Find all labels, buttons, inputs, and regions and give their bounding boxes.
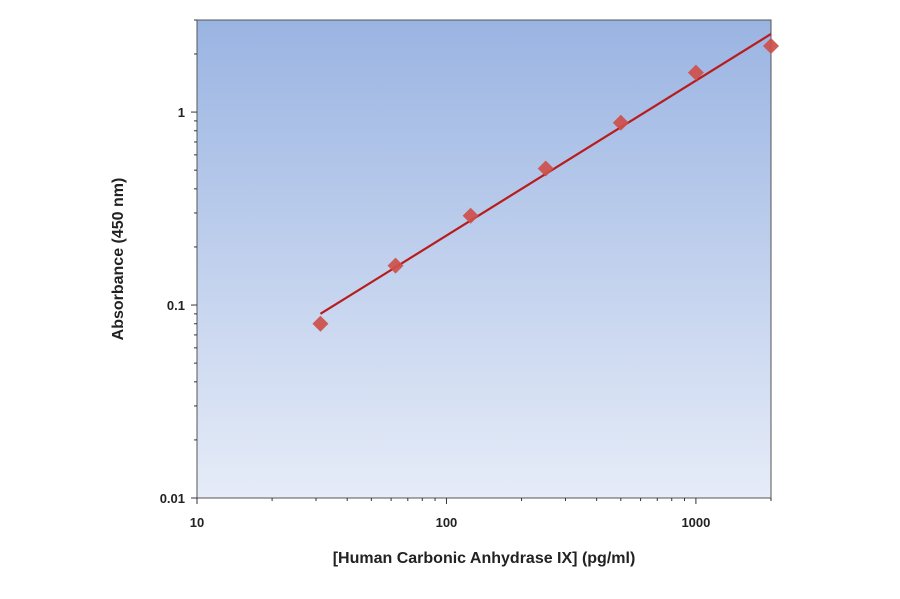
x-tick-label: 10 — [190, 515, 204, 530]
data-point — [687, 64, 704, 81]
x-tick-label: 100 — [436, 515, 458, 530]
y-axis-label: Absorbance (450 nm) — [110, 178, 127, 341]
data-point — [387, 257, 404, 274]
data-point — [537, 160, 554, 177]
data-point — [312, 315, 329, 332]
data-point — [462, 207, 479, 224]
x-axis-label: [Human Carbonic Anhydrase IX] (pg/ml) — [333, 550, 636, 567]
data-point — [612, 114, 629, 131]
data-point — [763, 37, 779, 54]
x-tick-label: 1000 — [681, 515, 710, 530]
y-tick-label: 1 — [178, 105, 185, 120]
y-tick-label: 0.01 — [160, 491, 185, 506]
plot-area — [196, 19, 772, 499]
y-tick-label: 0.1 — [167, 298, 185, 313]
